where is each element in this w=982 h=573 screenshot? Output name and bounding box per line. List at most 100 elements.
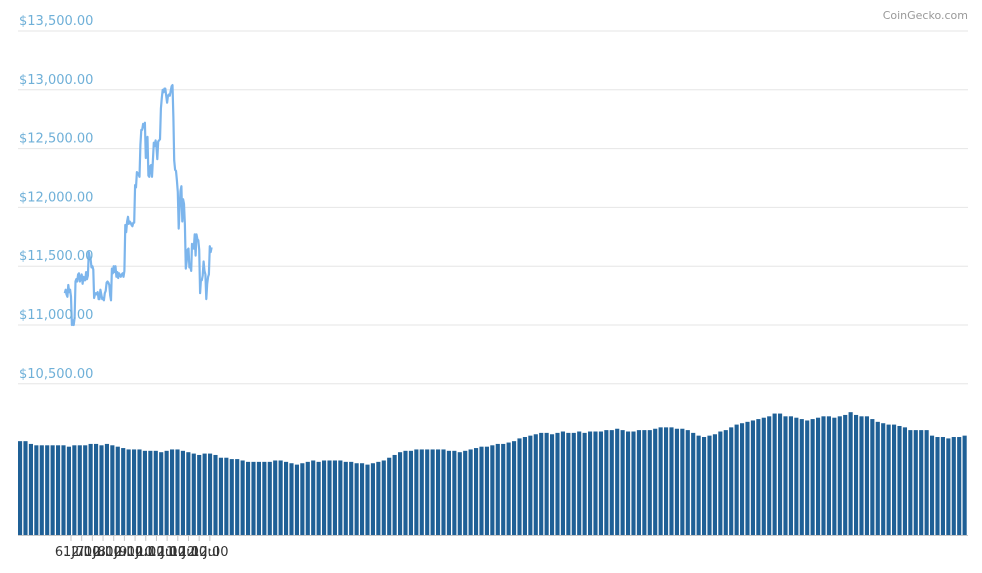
- volume-bar: [452, 450, 457, 535]
- grid-lines: [18, 30, 968, 536]
- y-tick-label: $11,500.00: [19, 249, 93, 264]
- volume-bar: [294, 464, 299, 535]
- volume-bar: [66, 446, 71, 535]
- volume-bar: [148, 450, 153, 535]
- volume-bar: [517, 438, 522, 535]
- volume-bar: [685, 430, 690, 535]
- volume-bar: [506, 442, 511, 535]
- volume-bar: [740, 423, 745, 535]
- volume-bar: [626, 431, 631, 535]
- volume-bar: [370, 463, 375, 535]
- volume-bar: [267, 461, 272, 535]
- volume-bar: [191, 453, 196, 535]
- volume-bar: [311, 460, 316, 535]
- x-tick-label: 7. Jul: [76, 545, 108, 560]
- volume-bar: [756, 419, 761, 535]
- volume-bar: [550, 434, 555, 535]
- x-tick-label: 10. Jul: [136, 545, 177, 560]
- volume-bar: [208, 453, 213, 535]
- volume-bar: [745, 421, 750, 535]
- volume-bar: [957, 437, 962, 535]
- volume-bar: [137, 449, 142, 535]
- volume-bar: [902, 427, 907, 535]
- volume-bar: [224, 457, 229, 535]
- volume-bar: [647, 430, 652, 535]
- volume-bar: [349, 461, 354, 535]
- volume-bar: [778, 413, 783, 535]
- volume-bar: [387, 457, 392, 535]
- volume-bar: [235, 459, 240, 535]
- volume-bar: [159, 452, 164, 535]
- price-line: [63, 84, 213, 327]
- volume-bar: [832, 417, 837, 535]
- volume-bar: [799, 419, 804, 535]
- volume-bar: [398, 452, 403, 535]
- volume-bar: [588, 431, 593, 535]
- volume-bar: [484, 446, 489, 535]
- volume-bar: [691, 432, 696, 535]
- volume-bar: [50, 445, 55, 535]
- volume-bar: [436, 449, 441, 535]
- volume-bar: [864, 416, 869, 535]
- volume-bar: [284, 461, 289, 535]
- volume-bar: [142, 450, 147, 535]
- volume-bar: [180, 450, 185, 535]
- volume-bar: [794, 417, 799, 535]
- volume-bar: [414, 449, 419, 535]
- volume-bar: [197, 454, 202, 535]
- volume-bar: [474, 448, 479, 535]
- volume-bar: [560, 431, 565, 535]
- volume-bar: [881, 423, 886, 535]
- volume-bar: [674, 428, 679, 535]
- volume-bar: [83, 445, 88, 535]
- volume-bar: [213, 454, 218, 535]
- volume-bar: [788, 416, 793, 535]
- volume-bar: [354, 463, 359, 535]
- volume-bar: [837, 416, 842, 535]
- volume-bar: [153, 450, 158, 535]
- volume-bar: [332, 460, 337, 535]
- volume-bar: [34, 445, 39, 535]
- volume-bar: [859, 416, 864, 535]
- volume-bar: [816, 417, 821, 535]
- volume-bar: [843, 414, 848, 535]
- volume-bar: [930, 435, 935, 535]
- y-axis: $10,500.00 $11,000.00 $11,500.00 $12,000.00…: [19, 14, 93, 382]
- x-tick-label: 12:00: [84, 545, 121, 560]
- volume-bar: [343, 461, 348, 535]
- volume-bar: [229, 459, 234, 535]
- volume-bar: [327, 460, 332, 535]
- volume-bar: [479, 446, 484, 535]
- volume-bar: [919, 430, 924, 535]
- volume-bar: [392, 454, 397, 535]
- volume-bar: [598, 431, 603, 535]
- volume-bar: [430, 449, 435, 535]
- volume-bar: [305, 461, 310, 535]
- volume-bar: [88, 443, 93, 535]
- volume-bar: [246, 461, 251, 535]
- volume-bar: [512, 441, 517, 535]
- volume-bar: [495, 443, 500, 535]
- volume-bar: [186, 452, 191, 535]
- volume-bar: [761, 417, 766, 535]
- volume-bar: [707, 435, 712, 535]
- y-tick-label: $13,500.00: [19, 14, 93, 29]
- volume-bar: [734, 424, 739, 535]
- volume-bar: [45, 445, 50, 535]
- volume-bar: [582, 432, 587, 535]
- volume-bar: [642, 430, 647, 535]
- x-tick-label: 12:00: [148, 545, 185, 560]
- volume-bar: [446, 450, 451, 535]
- volume-bar: [39, 445, 44, 535]
- volume-bar: [620, 430, 625, 535]
- volume-bar: [490, 445, 495, 535]
- volume-bar: [940, 437, 945, 535]
- volume-bar: [408, 450, 413, 535]
- volume-bar: [278, 460, 283, 535]
- volume-bar: [631, 431, 636, 535]
- volume-bar: [604, 430, 609, 535]
- volume-bar: [750, 420, 755, 535]
- volume-bar: [77, 445, 82, 535]
